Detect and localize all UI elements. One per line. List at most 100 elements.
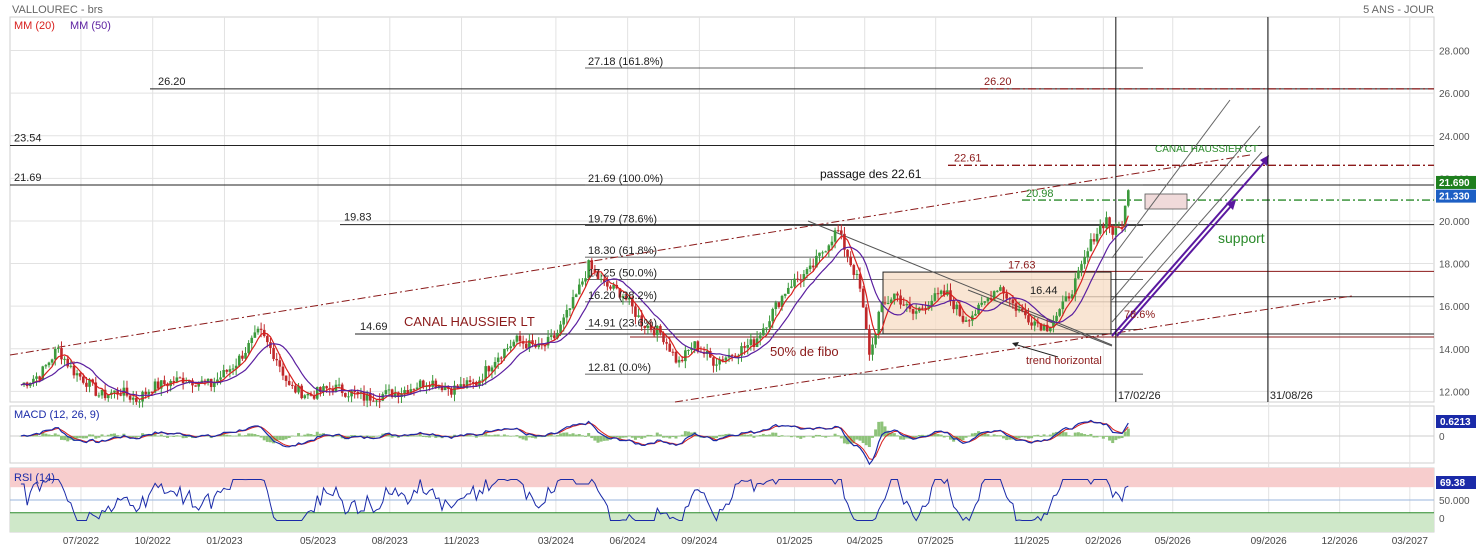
candle-body xyxy=(886,302,890,304)
y-tick-label: 26.000 xyxy=(1439,89,1470,100)
macd-histogram-bar xyxy=(112,433,116,437)
candle-body xyxy=(758,335,762,339)
level-label: 21.69 xyxy=(14,172,42,184)
candle-body xyxy=(684,350,687,362)
macd-histogram-bar xyxy=(986,434,990,437)
macd-histogram-bar xyxy=(268,436,272,443)
macd-histogram-bar xyxy=(328,435,332,437)
fibo-50-label: 50% de fibo xyxy=(770,344,839,359)
candle-body xyxy=(855,273,859,275)
candle-body xyxy=(815,255,818,268)
candle-body xyxy=(337,384,341,386)
macd-histogram-bar xyxy=(524,436,528,441)
candle-body xyxy=(889,299,893,303)
macd-histogram-bar xyxy=(309,433,313,437)
candle-body xyxy=(718,359,721,365)
candle-body xyxy=(216,379,219,383)
candle-body xyxy=(32,378,35,383)
macd-histogram-bar xyxy=(44,433,48,437)
candle-body xyxy=(247,343,250,353)
macd-histogram-bar xyxy=(880,421,884,437)
macd-histogram-bar xyxy=(287,436,291,438)
candle-body xyxy=(1073,278,1077,295)
candle-body xyxy=(1108,217,1111,228)
ma20-line xyxy=(20,215,1129,401)
resistance-label: 22.61 xyxy=(954,152,982,164)
fibonacci-label: 19.79 (78.6%) xyxy=(588,213,657,225)
macd-histogram-bar xyxy=(658,434,662,437)
x-tick-label: 01/2025 xyxy=(776,536,813,547)
macd-histogram-bar xyxy=(621,436,625,438)
macd-histogram-bar xyxy=(284,436,288,440)
candle-body xyxy=(961,315,965,322)
candle-body xyxy=(206,378,210,382)
chart-overlays xyxy=(9,17,1434,403)
candle-body xyxy=(874,334,877,345)
macd-histogram-bar xyxy=(593,436,597,441)
candle-body xyxy=(618,288,622,298)
candle-body xyxy=(765,327,768,329)
candle-body xyxy=(1111,227,1115,235)
candle-body xyxy=(868,328,871,355)
macd-histogram-bar xyxy=(81,436,85,439)
y-tick-label: 24.000 xyxy=(1439,132,1470,143)
macd-histogram-bar xyxy=(662,436,666,438)
legend-ma50: MM (50) xyxy=(70,20,111,32)
candle-body xyxy=(412,389,416,391)
macd-histogram-bar xyxy=(992,434,996,437)
macd-histogram-bar xyxy=(131,436,135,438)
candle-body xyxy=(459,384,463,389)
macd-histogram-bar xyxy=(1061,431,1065,437)
fibonacci-label: 18.30 (61.8%) xyxy=(588,245,657,257)
macd-histogram-bar xyxy=(412,435,416,437)
candle-body xyxy=(531,340,534,345)
support-label: 20.98 xyxy=(1026,188,1054,200)
macd-histogram-bar xyxy=(817,434,821,437)
candle-body xyxy=(163,380,166,385)
candle-body xyxy=(568,308,572,310)
macd-histogram-bar xyxy=(290,435,294,437)
macd-histogram-bar xyxy=(771,432,775,437)
target-box xyxy=(1144,193,1188,210)
macd-histogram-bar xyxy=(948,436,952,440)
candle-body xyxy=(490,367,494,372)
macd-histogram-bar xyxy=(671,436,675,438)
macd-histogram-bar xyxy=(175,435,179,437)
macd-histogram-bar xyxy=(156,435,160,437)
candle-body xyxy=(840,230,843,234)
candle-body xyxy=(496,357,500,362)
macd-histogram-bar xyxy=(846,436,850,445)
macd-histogram-bar xyxy=(1092,436,1096,438)
candle-body xyxy=(188,380,191,383)
candle-body xyxy=(665,342,668,344)
candle-body xyxy=(646,325,650,328)
macd-histogram-bar xyxy=(718,434,722,437)
candle-body xyxy=(980,302,983,305)
candle-body xyxy=(652,330,656,336)
canal-ct-label: CANAL HAUSSIER CT xyxy=(1155,144,1258,155)
macd-histogram-bar xyxy=(481,435,485,437)
candle-body xyxy=(902,304,906,306)
candle-body xyxy=(528,340,531,349)
candle-body xyxy=(631,297,634,307)
macd-histogram-bar xyxy=(1005,436,1009,441)
candle-body xyxy=(306,393,310,396)
rsi-line xyxy=(20,478,1129,522)
candle-body xyxy=(896,293,899,296)
x-tick-label: 07/2025 xyxy=(918,536,955,547)
candle-body xyxy=(852,265,856,275)
candle-body xyxy=(740,346,743,356)
macd-histogram-bar xyxy=(696,436,700,437)
macd-histogram-bar xyxy=(418,433,422,437)
macd-histogram-bar xyxy=(371,436,375,438)
candle-body xyxy=(384,390,388,395)
candle-body xyxy=(1058,309,1061,316)
candle-body xyxy=(553,335,556,339)
candle-body xyxy=(602,278,606,282)
macd-histogram-bar xyxy=(1104,436,1108,437)
macd-histogram-bar xyxy=(19,436,23,437)
macd-histogram-bar xyxy=(624,436,628,438)
candle-body xyxy=(312,395,316,399)
candle-body xyxy=(362,392,366,401)
candle-body xyxy=(78,373,82,377)
